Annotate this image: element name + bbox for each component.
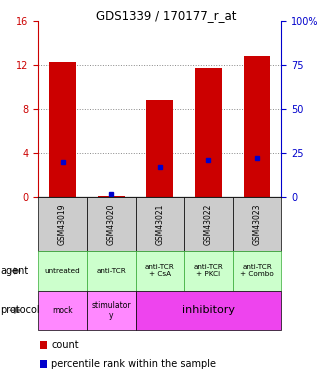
Text: GSM43021: GSM43021 <box>155 203 165 245</box>
Text: anti-TCR
+ Combo: anti-TCR + Combo <box>240 264 274 278</box>
Text: anti-TCR
+ CsA: anti-TCR + CsA <box>145 264 175 278</box>
Text: stimulator
y: stimulator y <box>92 301 131 320</box>
Text: agent: agent <box>0 266 28 276</box>
Bar <box>147 100 173 197</box>
Bar <box>98 196 125 197</box>
Text: anti-TCR: anti-TCR <box>96 268 126 274</box>
Bar <box>195 68 222 197</box>
Text: untreated: untreated <box>45 268 81 274</box>
Text: anti-TCR
+ PKCi: anti-TCR + PKCi <box>193 264 223 278</box>
Text: GSM43020: GSM43020 <box>107 203 116 245</box>
Text: protocol: protocol <box>0 305 40 315</box>
Bar <box>244 56 270 197</box>
Text: inhibitory: inhibitory <box>182 305 235 315</box>
Text: GSM43022: GSM43022 <box>204 203 213 245</box>
Text: GSM43019: GSM43019 <box>58 203 67 245</box>
Text: GSM43023: GSM43023 <box>252 203 262 245</box>
Text: count: count <box>51 340 79 350</box>
Text: GDS1339 / 170177_r_at: GDS1339 / 170177_r_at <box>96 9 237 22</box>
Text: mock: mock <box>52 306 73 315</box>
Text: percentile rank within the sample: percentile rank within the sample <box>51 359 216 369</box>
Bar <box>49 63 76 197</box>
